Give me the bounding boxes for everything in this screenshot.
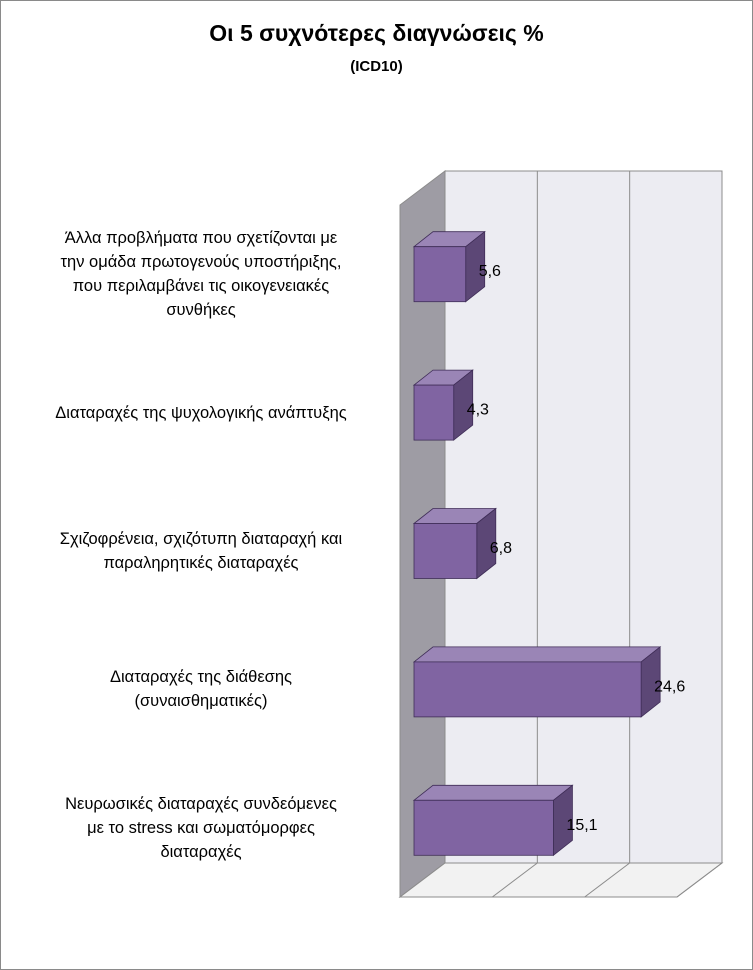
category-label-3: Διαταραχές της διάθεσης (συναισθηματικές) bbox=[20, 665, 382, 713]
category-label-1: Διαταραχές της ψυχολογικής ανάπτυξης bbox=[20, 401, 382, 425]
category-label-line: Νευρωσικές διαταραχές συνδεόμενες bbox=[65, 794, 337, 813]
category-label-line: συνθήκες bbox=[166, 301, 236, 320]
bar-4 bbox=[413, 799, 554, 856]
floor bbox=[398, 862, 724, 898]
category-label-line: Διαταραχές της ψυχολογικής ανάπτυξης bbox=[55, 403, 347, 422]
bar-2 bbox=[413, 523, 478, 579]
floor-gridline-10 bbox=[492, 862, 538, 898]
value-label-1: 4,3 bbox=[467, 402, 489, 419]
value-label-3: 24,6 bbox=[654, 678, 685, 695]
category-label-line: την ομάδα πρωτογενούς υποστήριξης, bbox=[60, 253, 342, 272]
bar-0 bbox=[413, 246, 467, 303]
chart-subtitle: (ICD10) bbox=[350, 58, 403, 75]
bar-1 bbox=[413, 384, 455, 441]
category-label-line: Άλλα προβλήματα που σχετίζονται με bbox=[64, 229, 338, 248]
category-label-line: Διαταραχές της διάθεσης bbox=[110, 668, 292, 687]
bar-3 bbox=[413, 661, 642, 718]
category-label-line: (συναισθηματικές) bbox=[134, 692, 268, 711]
value-label-0: 5,6 bbox=[479, 263, 501, 280]
category-label-line: παραληρητικές διαταραχές bbox=[103, 554, 299, 572]
category-label-0: Άλλα προβλήματα που σχετίζονται με την ομ… bbox=[20, 226, 382, 322]
category-label-4: Νευρωσικές διαταραχές συνδεόμενες με το s… bbox=[20, 792, 382, 864]
category-label-line: που περιλαμβάνει τις οικογενειακές bbox=[72, 277, 330, 296]
floor-gridline-30 bbox=[676, 862, 723, 898]
floor-gridline-20 bbox=[584, 862, 630, 898]
category-label-line: με το stress και σωματόμορφες bbox=[87, 818, 315, 837]
category-label-2: Σχιζοφρένεια, σχιζότυπη διαταραχή και παρ… bbox=[20, 527, 382, 575]
value-label-4: 15,1 bbox=[566, 817, 597, 834]
bar-top-3 bbox=[412, 646, 662, 663]
chart-title: Οι 5 συχνότερες διαγνώσεις % bbox=[209, 20, 544, 46]
value-label-2: 6,8 bbox=[490, 540, 512, 557]
category-label-line: Σχιζοφρένεια, σχιζότυπη διαταραχή και bbox=[59, 530, 343, 548]
category-label-line: διαταραχές bbox=[160, 842, 242, 861]
bar-top-4 bbox=[412, 784, 574, 801]
